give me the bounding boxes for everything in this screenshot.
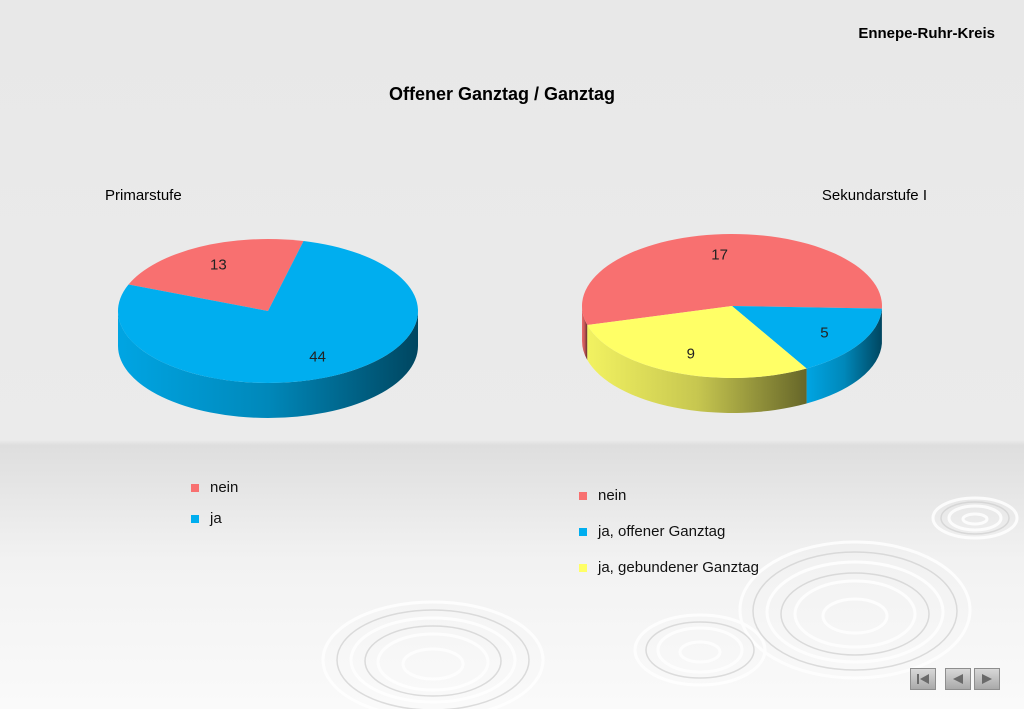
legend-swatch	[579, 492, 587, 500]
data-label-ja-offener-ganztag: 5	[820, 324, 829, 342]
pie-side-ja	[118, 311, 418, 418]
page-title: Offener Ganztag / Ganztag	[388, 84, 616, 104]
next-slide-button[interactable]	[974, 668, 1000, 690]
pie-slice-nein	[582, 234, 882, 325]
region-label: Ennepe-Ruhr-Kreis	[858, 25, 995, 42]
next-slide-icon	[982, 674, 992, 684]
chart-title-primarstufe: Primarstufe	[105, 187, 182, 204]
data-label-ja: 44	[309, 348, 326, 366]
data-label-ja-gebundener-ganztag: 9	[686, 345, 695, 363]
legend-label: nein	[210, 479, 239, 496]
chart-title-sekundarstufe: Sekundarstufe I	[821, 187, 927, 204]
legend-swatch	[191, 515, 199, 523]
data-label-nein: 13	[210, 256, 227, 274]
legend-swatch	[579, 528, 587, 536]
pie-slice-ja-gebundener-ganztag	[587, 306, 807, 378]
pie-slice-ja-offener-ganztag	[732, 306, 882, 369]
previous-slide-icon	[953, 674, 963, 684]
previous-slide-button[interactable]	[945, 668, 971, 690]
legend-label: ja, offener Ganztag	[598, 523, 726, 540]
pie-side-nein	[582, 306, 588, 360]
pie-side-ja-offener-ganztag	[806, 308, 882, 404]
data-label-nein: 17	[711, 246, 728, 263]
pie-slice-ja	[118, 241, 418, 384]
slide-navigation	[910, 668, 1002, 692]
legend-label: ja, gebundener Ganztag	[598, 559, 759, 576]
legend-swatch	[191, 484, 199, 492]
pie-side-ja-gebundener-ganztag	[587, 324, 807, 413]
legend-swatch	[579, 564, 587, 572]
legend-label: nein	[598, 487, 627, 504]
first-slide-icon	[917, 674, 929, 684]
legend-label: ja	[210, 510, 222, 527]
pie-slice-nein	[128, 239, 304, 311]
first-slide-button[interactable]	[910, 668, 936, 690]
